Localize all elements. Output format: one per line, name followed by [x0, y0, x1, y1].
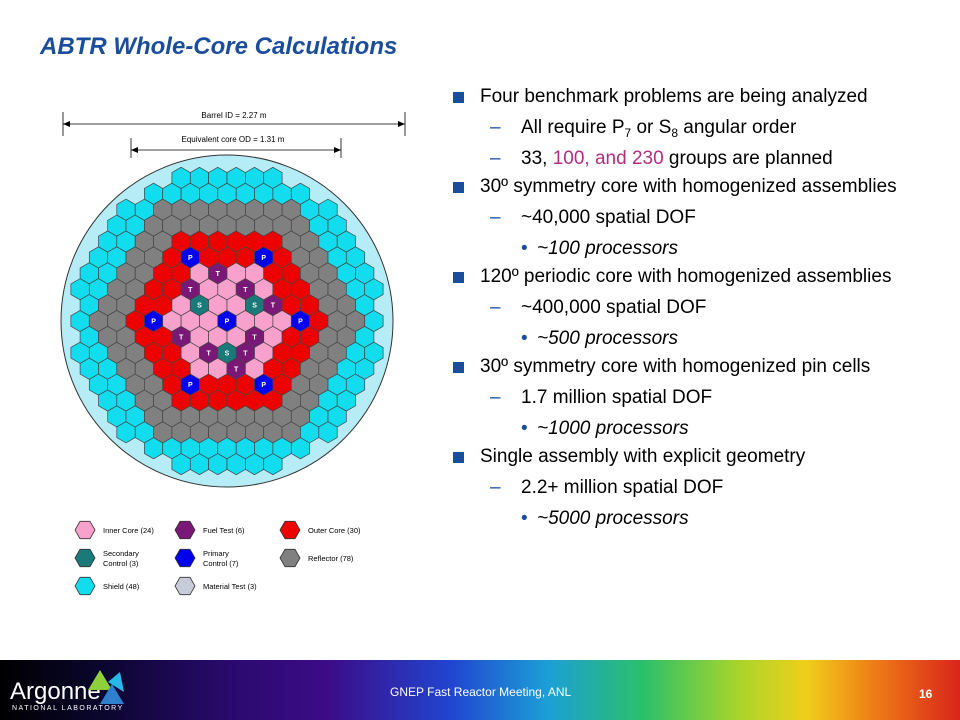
sub-sub-bullet-processors: • ~500 processors	[521, 328, 678, 349]
sub-bullet-dof: – ~400,000 spatial DOF	[490, 297, 707, 318]
legend-swatch-shield	[74, 576, 96, 596]
bullet-square-icon	[453, 92, 464, 103]
dot-icon: •	[521, 238, 528, 259]
legend-label: Inner Core (24)	[103, 526, 154, 535]
assembly-label: S	[197, 303, 202, 310]
bullet-square-icon	[453, 452, 464, 463]
assembly-label: P	[225, 319, 230, 326]
core-layout-diagram: Barrel ID = 2.27 m Equivalent core OD = 1…	[55, 100, 425, 610]
assembly-label: T	[243, 287, 248, 294]
sub-bullet-groups: –33, 100, and 230 groups are planned	[490, 148, 833, 169]
bullet-text: Single assembly with explicit geometry	[480, 446, 806, 467]
legend-label: Fuel Test (6)	[203, 526, 245, 535]
subscript: 7	[624, 126, 632, 140]
assembly-label: P	[261, 255, 266, 262]
assembly-label: P	[151, 319, 156, 326]
legend-label: Reflector (78)	[308, 554, 354, 563]
sub-bullet-angular-order: – All require P7 or S8 angular order	[490, 117, 797, 140]
assembly-hexagon	[364, 309, 384, 333]
bullet-text: 30º symmetry core with homogenized pin c…	[480, 356, 871, 377]
arrow-right-icon	[334, 147, 341, 153]
assembly-label: T	[243, 350, 248, 357]
dot-icon: •	[521, 328, 528, 349]
bullet-square-icon	[453, 362, 464, 373]
dash-icon: –	[490, 387, 501, 408]
assembly-label: T	[271, 303, 276, 310]
label-backing	[188, 109, 282, 120]
bullet-text: Four benchmark problems are being analyz…	[480, 86, 868, 107]
dash-icon: –	[490, 207, 501, 228]
dash-icon: –	[490, 117, 501, 138]
sub-bullet-dof: –2.2+ million spatial DOF	[490, 477, 724, 498]
assembly-hexagon	[364, 341, 384, 364]
highlighted-text: 100, and 230	[552, 148, 664, 169]
bullet-text: 30º symmetry core with homogenized assem…	[480, 176, 897, 197]
legend-label: Primary	[203, 549, 229, 558]
core-od-label: Equivalent core OD = 1.31 m	[182, 135, 285, 144]
assembly-label: T	[179, 335, 184, 342]
bullet-single-assembly: Single assembly with explicit geometry	[453, 446, 953, 468]
legend-swatch-inner-core	[74, 520, 96, 540]
assembly-label: P	[188, 382, 193, 389]
legend-label: Outer Core (30)	[308, 526, 361, 535]
assembly-label: T	[188, 287, 193, 294]
assembly-label: S	[252, 303, 257, 310]
sub-sub-bullet-processors: • ~5000 processors	[521, 508, 689, 529]
argonne-logo-subtitle: NATIONAL LABORATORY	[12, 705, 124, 712]
assembly-label: T	[216, 271, 221, 278]
argonne-logo-text: Argonne	[10, 678, 101, 705]
bullet-30-symmetry-assemblies: 30º symmetry core with homogenized assem…	[453, 176, 953, 198]
legend-label: Control (7)	[203, 559, 239, 568]
argonne-logo-icon	[88, 670, 124, 704]
legend-swatch-outer-core	[279, 520, 301, 540]
sub-bullet-dof: – ~40,000 spatial DOF	[490, 207, 696, 228]
bullet-list: Four benchmark problems are being analyz…	[453, 80, 953, 530]
arrow-left-icon	[63, 121, 70, 127]
arrow-right-icon	[398, 121, 405, 127]
legend-label: Shield (48)	[103, 582, 140, 591]
legend-swatch-secondary-control	[74, 548, 96, 568]
dot-icon: •	[521, 418, 528, 439]
legend-label: Material Test (3)	[203, 582, 257, 591]
legend-swatch-primary-control	[174, 548, 196, 568]
bullet-benchmarks: Four benchmark problems are being analyz…	[453, 86, 953, 108]
sub-sub-bullet-processors: • ~100 processors	[521, 238, 678, 259]
legend-swatch-material-test	[174, 576, 196, 596]
assembly-label: P	[298, 319, 303, 326]
assembly-label: P	[261, 382, 266, 389]
barrel-id-label: Barrel ID = 2.27 m	[201, 111, 266, 120]
assembly-hexagon	[364, 278, 384, 301]
legend-label: Control (3)	[103, 559, 139, 568]
subscript: 8	[671, 126, 678, 140]
footer-bar: Argonne NATIONAL LABORATORY GNEP Fast Re…	[0, 660, 960, 720]
bullet-text: 120º periodic core with homogenized asse…	[480, 266, 892, 287]
dot-icon: •	[521, 508, 528, 529]
dash-icon: –	[490, 148, 501, 169]
assembly-label: P	[188, 255, 193, 262]
assembly-label: T	[252, 335, 257, 342]
sub-sub-bullet-processors: • ~1000 processors	[521, 418, 689, 439]
dash-icon: –	[490, 477, 501, 498]
page-number: 16	[919, 687, 933, 701]
core-layout-svg: Barrel ID = 2.27 m Equivalent core OD = 1…	[60, 109, 406, 596]
legend-swatch-fuel-test	[174, 520, 196, 540]
bullet-120-periodic: 120º periodic core with homogenized asse…	[453, 266, 953, 288]
label-backing	[165, 133, 301, 144]
assembly-label: T	[206, 350, 211, 357]
footer-meeting-text: GNEP Fast Reactor Meeting, ANL	[390, 685, 572, 699]
legend-label: Secondary	[103, 549, 139, 558]
assembly-label: S	[225, 350, 230, 357]
slide-title: ABTR Whole-Core Calculations	[40, 33, 398, 60]
bullet-30-symmetry-pin-cells: 30º symmetry core with homogenized pin c…	[453, 356, 953, 378]
bullet-square-icon	[453, 182, 464, 193]
arrow-left-icon	[131, 147, 138, 153]
sub-bullet-dof: –1.7 million spatial DOF	[490, 387, 713, 408]
legend-swatch-reflector	[279, 548, 301, 568]
bullet-square-icon	[453, 272, 464, 283]
assembly-label: T	[234, 366, 239, 373]
dash-icon: –	[490, 297, 501, 318]
